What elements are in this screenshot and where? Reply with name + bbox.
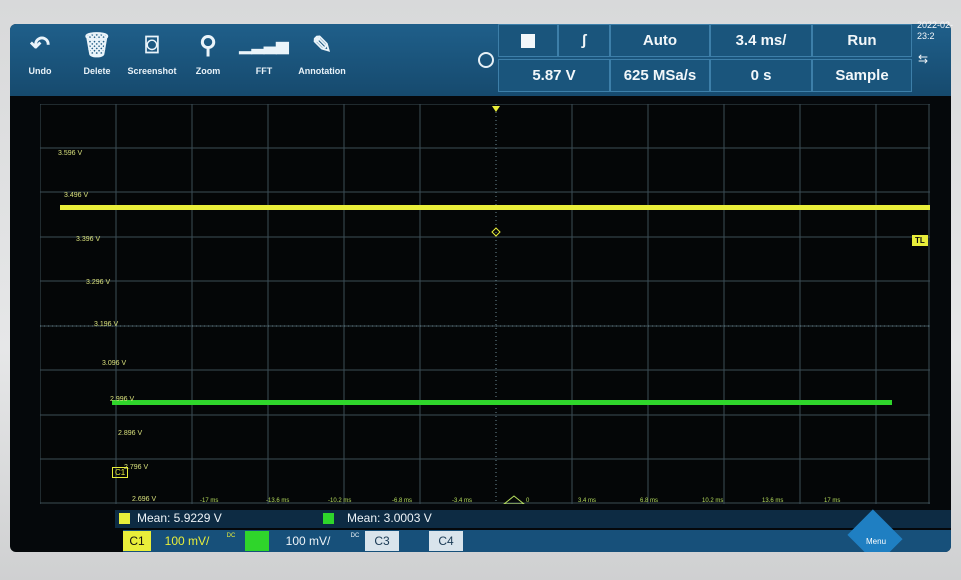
undo-label: Undo — [28, 66, 52, 76]
trash-icon: 🗑 — [81, 32, 113, 59]
run-button[interactable]: Run — [812, 24, 912, 57]
ch1-trace — [60, 205, 930, 210]
c2-scale[interactable]: 100 mV/ — [285, 534, 331, 548]
ch1-color-swatch — [119, 513, 130, 524]
rising-edge-icon: ʃ — [581, 32, 587, 49]
voltage-label: 2.696 V — [132, 496, 157, 503]
fft-label: FFT — [255, 66, 273, 76]
time-label: 0 — [526, 498, 530, 504]
trigger-source-icon[interactable] — [478, 52, 494, 68]
time-label: -13.6 ms — [266, 498, 290, 504]
delay-readout[interactable]: 0 s — [710, 59, 812, 92]
grid-svg — [40, 104, 930, 504]
time-label: 17 ms — [824, 498, 841, 504]
annotation-label: Annotation — [298, 66, 346, 76]
ch2-color-swatch — [323, 513, 334, 524]
channel-c3-button[interactable]: C3 — [365, 531, 399, 551]
waveform-grid[interactable]: 3.596 V 3.496 V 3.396 V 3.296 V 3.196 V … — [40, 104, 930, 504]
trigger-level-readout[interactable]: 5.87 V — [498, 59, 610, 92]
trigger-edge-button[interactable]: ʃ — [558, 24, 610, 57]
trigger-level-marker[interactable]: TL — [912, 235, 928, 246]
magnifier-icon: ⚲ — [199, 32, 217, 59]
time-label: -10.2 ms — [328, 498, 352, 504]
trigger-mode-button[interactable]: Auto — [610, 24, 710, 57]
oscilloscope-screen: ↶ Undo 🗑 Delete ⌼ Screenshot ⚲ Zoom ▁▂▃▅… — [10, 24, 951, 552]
voltage-label: 3.096 V — [102, 360, 127, 367]
ch2-mean[interactable]: Mean: 3.0003 V — [347, 511, 432, 525]
zero-time-marker — [503, 495, 525, 504]
pencil-icon: ✎ — [311, 32, 333, 59]
time-label: -17 ms — [200, 498, 219, 504]
trigger-point-marker[interactable] — [491, 227, 501, 237]
time-label: 10.2 ms — [702, 498, 724, 504]
fft-button[interactable]: ▁▂▃▅ FFT — [234, 26, 294, 92]
zoom-button[interactable]: ⚲ Zoom — [178, 26, 238, 92]
stop-button[interactable] — [498, 24, 558, 57]
voltage-label: 2.796 V — [124, 464, 149, 471]
channel-bar: C1 100 mV/ DC 100 mV/ DC C3 C4 — [123, 530, 951, 552]
c1-coupling: DC — [226, 533, 236, 539]
screenshot-label: Screenshot — [127, 66, 177, 76]
settings-panel: ʃ Auto 3.4 ms/ Run 5.87 V 625 MSa/s 0 s … — [498, 24, 951, 96]
zoom-label: Zoom — [195, 66, 221, 76]
c2-coupling: DC — [350, 533, 360, 539]
stop-icon — [521, 34, 535, 48]
time-label: -6.8 ms — [392, 498, 413, 504]
menu-label: Menu — [866, 537, 887, 546]
datetime-readout: 2022-02- 23:2 — [917, 20, 954, 41]
channel-c4-button[interactable]: C4 — [429, 531, 463, 551]
voltage-label: 2.996 V — [110, 396, 135, 403]
channel-c2-button[interactable] — [245, 531, 269, 551]
spectrum-icon: ▁▂▃▅ — [239, 37, 289, 54]
trigger-position-marker[interactable] — [492, 106, 500, 112]
ch1-mean[interactable]: Mean: 5.9229 V — [137, 511, 222, 525]
annotation-button[interactable]: ✎ Annotation — [292, 26, 352, 92]
channel-c1-button[interactable]: C1 — [123, 531, 151, 551]
ch2-trace — [112, 400, 892, 405]
time-label: 3.4 ms — [578, 498, 597, 504]
undo-icon: ↶ — [29, 32, 51, 59]
voltage-label: 3.396 V — [76, 236, 101, 243]
time-label: -3.4 ms — [452, 498, 473, 504]
measurement-bar: Mean: 5.9229 V Mean: 3.0003 V — [115, 510, 951, 528]
acquisition-mode-button[interactable]: Sample — [812, 59, 912, 92]
toolbar: ↶ Undo 🗑 Delete ⌼ Screenshot ⚲ Zoom ▁▂▃▅… — [10, 24, 951, 96]
time-label: 13.6 ms — [762, 498, 784, 504]
ch1-offset-marker[interactable]: C1 — [112, 467, 129, 478]
delete-button[interactable]: 🗑 Delete — [67, 26, 127, 92]
usb-icon: ⇆ — [918, 52, 929, 66]
voltage-label: 2.896 V — [118, 430, 143, 437]
voltage-label: 3.196 V — [94, 321, 119, 328]
screenshot-button[interactable]: ⌼ Screenshot — [122, 26, 182, 92]
camera-icon: ⌼ — [144, 32, 160, 59]
sample-rate-readout[interactable]: 625 MSa/s — [610, 59, 710, 92]
timebase-button[interactable]: 3.4 ms/ — [710, 24, 812, 57]
undo-button[interactable]: ↶ Undo — [10, 26, 70, 92]
time-label: 6.8 ms — [640, 498, 659, 504]
delete-label: Delete — [83, 66, 111, 76]
voltage-label: 3.596 V — [58, 150, 83, 157]
c1-scale[interactable]: 100 mV/ — [164, 534, 210, 548]
voltage-label: 3.296 V — [86, 279, 111, 286]
voltage-label: 3.496 V — [64, 192, 89, 199]
